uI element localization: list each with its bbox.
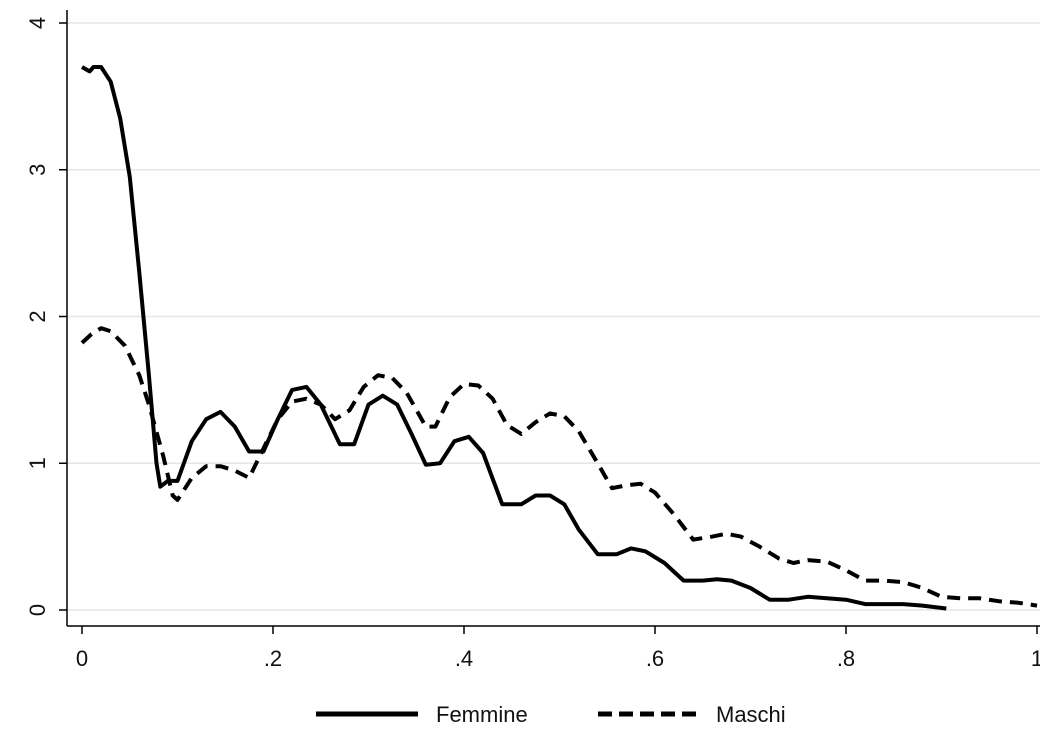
y-tick-label-1: 1 [25,457,50,469]
legend: Femmine Maschi [316,702,786,727]
gridlines [67,22,1040,611]
series-line-maschi [80,326,1038,608]
y-tick-label-0: 0 [25,604,50,616]
y-tick-label-3: 3 [25,164,50,176]
x-tick-label-5: 1 [1031,646,1040,671]
x-tick-label-0: 0 [76,646,88,671]
series-lines [80,65,1038,611]
x-tick-label-3: .6 [646,646,664,671]
axes: 0 1 2 3 4 0 .2 .4 .6 .8 1 [25,10,1040,671]
series-line-femmine [80,65,947,611]
y-tick-label-2: 2 [25,310,50,322]
y-tick-label-4: 4 [25,17,50,29]
x-tick-label-4: .8 [837,646,855,671]
x-tick-label-2: .4 [455,646,473,671]
legend-label-femmine: Femmine [436,702,528,727]
x-tick-label-1: .2 [264,646,282,671]
legend-label-maschi: Maschi [716,702,786,727]
